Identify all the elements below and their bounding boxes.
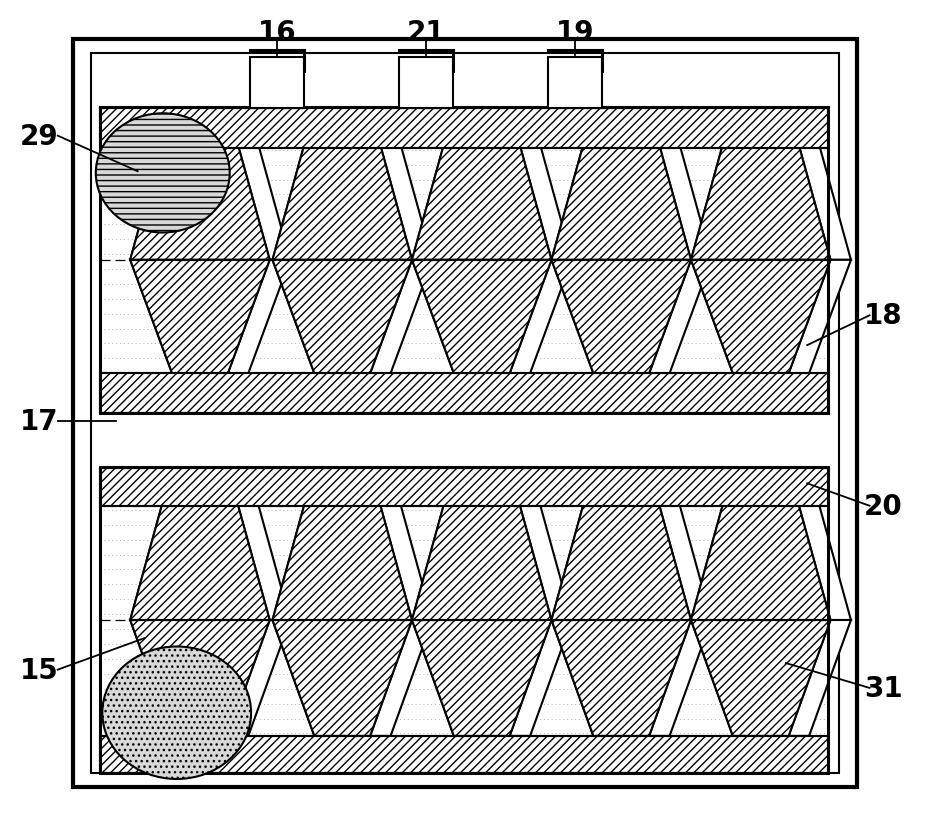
Polygon shape — [789, 261, 851, 374]
Polygon shape — [691, 261, 753, 374]
Polygon shape — [510, 469, 572, 620]
Polygon shape — [130, 620, 270, 736]
Bar — [100, 736, 828, 773]
Polygon shape — [649, 469, 711, 620]
Polygon shape — [370, 620, 432, 736]
Text: 21: 21 — [406, 19, 445, 47]
Polygon shape — [691, 261, 830, 374]
Polygon shape — [130, 261, 193, 374]
Polygon shape — [130, 109, 193, 261]
Bar — [548, 58, 602, 109]
Polygon shape — [551, 261, 614, 374]
Text: 15: 15 — [20, 656, 59, 684]
Polygon shape — [691, 620, 830, 736]
Polygon shape — [272, 469, 412, 620]
Polygon shape — [412, 261, 474, 374]
Polygon shape — [370, 109, 432, 261]
Polygon shape — [412, 620, 474, 736]
Polygon shape — [130, 109, 270, 261]
Bar — [100, 374, 828, 414]
Bar — [73, 40, 857, 787]
Polygon shape — [691, 109, 753, 261]
Polygon shape — [551, 469, 614, 620]
Bar — [100, 467, 828, 773]
Polygon shape — [228, 620, 290, 736]
Polygon shape — [130, 261, 270, 374]
Polygon shape — [649, 261, 711, 374]
Polygon shape — [228, 109, 290, 261]
Polygon shape — [272, 620, 335, 736]
Polygon shape — [691, 109, 830, 261]
Polygon shape — [412, 261, 551, 374]
Bar — [91, 54, 839, 773]
Circle shape — [96, 114, 230, 233]
Bar — [399, 58, 453, 109]
Polygon shape — [510, 261, 572, 374]
Polygon shape — [551, 109, 614, 261]
Polygon shape — [370, 261, 432, 374]
Polygon shape — [691, 469, 830, 620]
Circle shape — [102, 647, 251, 779]
Polygon shape — [272, 261, 412, 374]
Polygon shape — [272, 261, 335, 374]
Text: 20: 20 — [864, 492, 903, 520]
Bar — [100, 108, 828, 414]
Polygon shape — [412, 109, 551, 261]
Polygon shape — [412, 109, 474, 261]
Polygon shape — [551, 469, 691, 620]
Bar — [100, 469, 828, 506]
Polygon shape — [272, 109, 335, 261]
Polygon shape — [228, 469, 290, 620]
Polygon shape — [412, 620, 551, 736]
Polygon shape — [551, 261, 691, 374]
Polygon shape — [789, 620, 851, 736]
Polygon shape — [510, 109, 572, 261]
Polygon shape — [551, 109, 691, 261]
Polygon shape — [789, 109, 851, 261]
Polygon shape — [130, 469, 270, 620]
Text: 31: 31 — [864, 674, 903, 702]
Polygon shape — [649, 109, 711, 261]
Polygon shape — [551, 620, 614, 736]
Text: 19: 19 — [555, 19, 594, 47]
Bar — [250, 58, 304, 109]
Polygon shape — [272, 109, 412, 261]
Polygon shape — [551, 620, 691, 736]
Polygon shape — [130, 620, 193, 736]
Polygon shape — [412, 469, 551, 620]
Polygon shape — [370, 469, 432, 620]
Text: 29: 29 — [20, 122, 59, 151]
Text: 17: 17 — [20, 408, 59, 436]
Polygon shape — [691, 620, 753, 736]
Polygon shape — [691, 469, 753, 620]
Polygon shape — [789, 469, 851, 620]
Polygon shape — [649, 620, 711, 736]
Text: 16: 16 — [258, 19, 297, 47]
Polygon shape — [272, 620, 412, 736]
Polygon shape — [228, 261, 290, 374]
Text: 18: 18 — [864, 302, 903, 330]
Polygon shape — [412, 469, 474, 620]
Polygon shape — [130, 469, 193, 620]
Polygon shape — [510, 620, 572, 736]
Polygon shape — [272, 469, 335, 620]
Bar — [100, 109, 828, 149]
